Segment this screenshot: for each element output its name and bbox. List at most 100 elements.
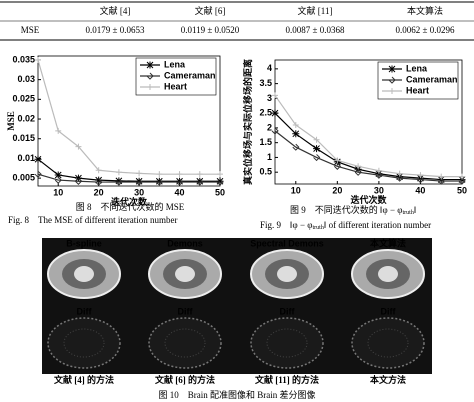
- y-tick-label: 4: [267, 63, 272, 73]
- series-line: [37, 59, 220, 175]
- y-tick-label: 3.5: [259, 78, 272, 88]
- diff-label: Diff: [280, 306, 296, 316]
- legend-marker: [388, 76, 396, 84]
- y-axis-label: MSE: [6, 111, 16, 131]
- marker: [135, 178, 143, 186]
- legend-marker: [147, 84, 153, 90]
- x-tick-label: 50: [457, 185, 467, 195]
- marker: [54, 176, 62, 184]
- y-tick-label: 0.015: [12, 133, 35, 143]
- marker: [438, 173, 445, 180]
- caption-sub: truth: [313, 225, 324, 231]
- marker: [396, 170, 403, 177]
- marker: [458, 177, 466, 185]
- y-tick-label: 0.5: [259, 167, 272, 177]
- y-tick-label: 0.025: [12, 94, 35, 104]
- legend-label: Lena: [406, 63, 428, 73]
- series-line: [274, 95, 462, 178]
- diff-label: Diff: [77, 306, 93, 316]
- marker: [375, 171, 383, 179]
- legend-marker: [389, 88, 395, 94]
- legend-label: Heart: [406, 85, 429, 95]
- marker: [156, 171, 163, 178]
- x-tick-label: 20: [94, 187, 104, 197]
- series-line: [37, 158, 220, 182]
- caption: 图 8 不同迭代次数的 MSE: [76, 201, 185, 212]
- caption-part: ‖: [414, 205, 417, 215]
- marker: [217, 171, 223, 178]
- method-label: 文献 [4] 的方法: [53, 374, 114, 385]
- series-line: [37, 173, 220, 183]
- legend-label: Lena: [164, 59, 186, 69]
- method-label: 文献 [11] 的方法: [254, 374, 319, 385]
- table-header: 本文算法: [407, 5, 443, 16]
- brain-detail: [74, 266, 94, 282]
- y-tick-label: 1: [267, 152, 272, 162]
- legend-marker: [388, 65, 396, 73]
- marker: [95, 178, 103, 186]
- table-header: 文献 [11]: [298, 5, 333, 16]
- legend-label: Cameraman: [164, 70, 216, 80]
- x-tick-label: 40: [415, 185, 425, 195]
- brain-detail: [175, 266, 195, 282]
- method-label: 本文方法: [370, 374, 406, 385]
- marker: [313, 145, 321, 153]
- marker: [54, 171, 62, 179]
- marker: [155, 178, 164, 186]
- caption-part: ‖ of different iteration number: [324, 220, 431, 230]
- caption-sub: truth: [403, 210, 414, 216]
- caption: Fig. 9 ‖φ − φtruth‖ of different iterati…: [260, 220, 431, 231]
- marker: [75, 143, 82, 150]
- diff-label: Diff: [381, 306, 397, 316]
- y-tick-label: 0.01: [17, 153, 35, 163]
- plot-frame: [37, 55, 221, 187]
- marker: [459, 173, 465, 180]
- marker: [196, 171, 203, 178]
- y-tick-label: 2.5: [259, 108, 272, 118]
- marker: [34, 155, 42, 163]
- x-tick-label: 40: [175, 187, 185, 197]
- marker: [216, 178, 224, 186]
- diff-detail: [63, 328, 105, 358]
- diff-image: [148, 317, 222, 369]
- column-label: B-spline: [66, 238, 102, 248]
- y-tick-label: 1.5: [259, 137, 272, 147]
- marker: [115, 178, 123, 186]
- caption: 图 9 不同迭代次数的 ‖φ − φtruth‖: [290, 204, 416, 216]
- x-axis-label: 迭代次数: [350, 194, 387, 205]
- marker: [417, 176, 425, 184]
- brain-detail: [378, 266, 398, 282]
- column-label: Demons: [167, 238, 203, 248]
- table-cell: 0.0179 ± 0.0653: [86, 25, 145, 35]
- x-tick-label: 30: [134, 187, 144, 197]
- x-tick-label: 30: [374, 185, 384, 195]
- marker: [35, 56, 41, 63]
- table-header: 文献 [6]: [195, 5, 226, 16]
- caption-part: 图 9 不同迭代次数的 ‖φ − φ: [290, 204, 403, 215]
- x-tick-label: 10: [291, 185, 301, 195]
- y-tick-label: 2: [267, 122, 272, 132]
- diff-label: Diff: [178, 306, 194, 316]
- marker: [176, 178, 184, 186]
- series-line: [274, 112, 462, 181]
- marker: [216, 177, 224, 185]
- brain-detail: [277, 266, 297, 282]
- table-cell: 0.0119 ± 0.0520: [181, 25, 240, 35]
- y-tick-label: 0.035: [12, 54, 35, 64]
- table-cell: MSE: [21, 25, 40, 35]
- marker: [313, 154, 321, 162]
- diff-image: [351, 317, 425, 369]
- y-tick-label: 0.03: [17, 74, 35, 84]
- series-line: [274, 130, 462, 182]
- marker: [115, 169, 122, 176]
- legend-marker: [146, 61, 154, 69]
- marker: [271, 109, 279, 117]
- x-tick-label: 50: [215, 187, 225, 197]
- diff-detail: [367, 328, 409, 358]
- marker: [437, 177, 445, 185]
- marker: [292, 121, 299, 128]
- diff-detail: [164, 328, 206, 358]
- column-label: Spectral Demons: [250, 238, 324, 248]
- marker: [34, 170, 42, 178]
- marker: [396, 174, 404, 182]
